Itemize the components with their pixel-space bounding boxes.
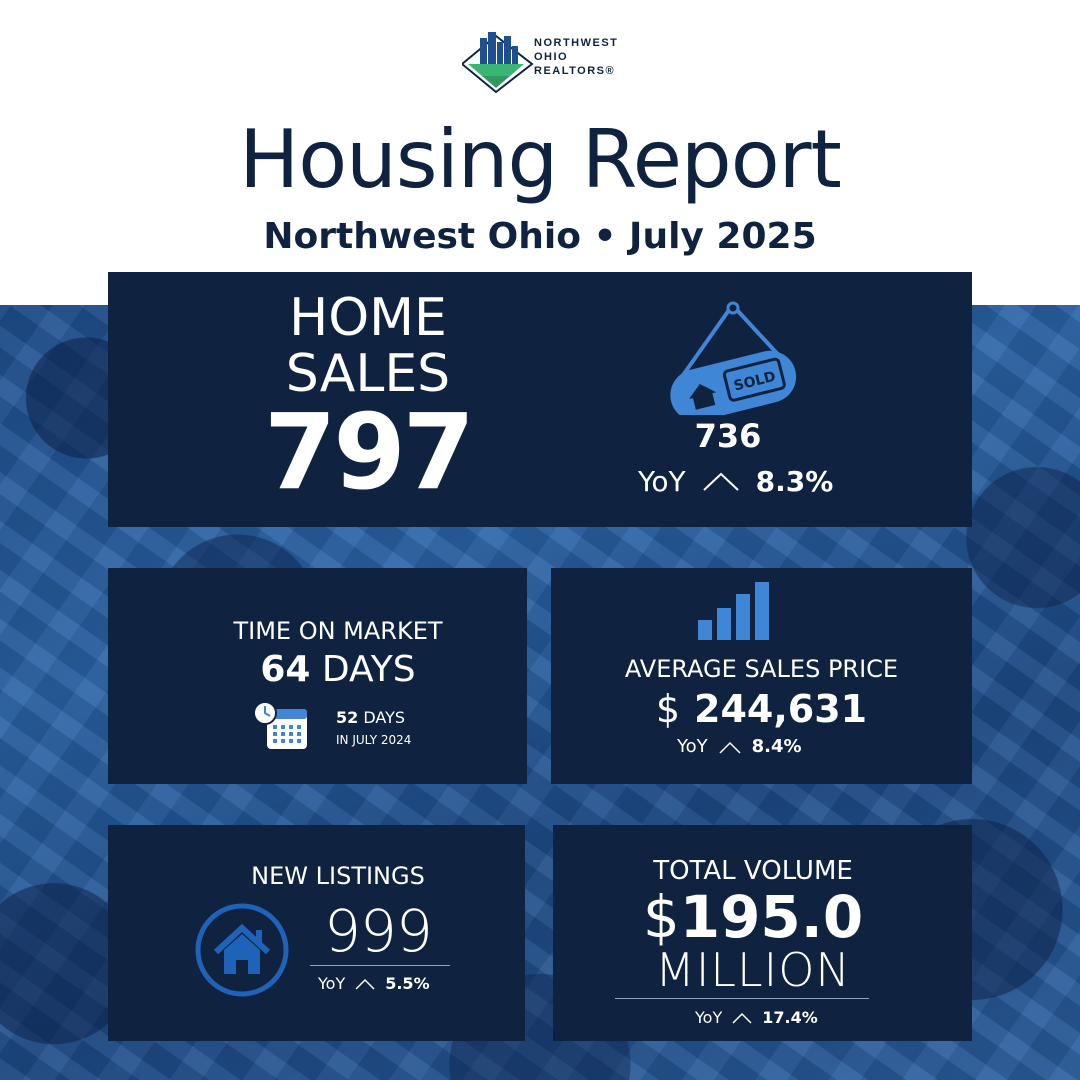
yoy-percent: 8.3% xyxy=(755,465,834,498)
yoy-label: YoY xyxy=(695,1008,723,1027)
home-sales-value: 797 xyxy=(263,391,475,513)
yoy-percent: 17.4% xyxy=(762,1008,818,1027)
chevron-up-icon xyxy=(732,1012,752,1024)
average-sales-price-value: $244,631 xyxy=(655,687,868,731)
sold-sign-icon: SOLD xyxy=(670,301,797,415)
home-sales-label: HOME SALES xyxy=(285,288,451,404)
average-sales-price-label: AVERAGE SALES PRICE xyxy=(624,655,899,683)
total-volume-unit: MILLION xyxy=(655,943,851,997)
divider xyxy=(310,965,450,966)
time-on-market-value: 64 DAYS xyxy=(260,649,416,690)
time-on-market-prior-note: IN JULY 2024 xyxy=(336,733,412,747)
time-on-market-card: TIME ON MARKET 64 DAYS 52 DAYS IN JULY 2… xyxy=(108,568,527,784)
chevron-up-icon xyxy=(702,472,739,491)
average-sales-price-yoy: YoY 8.4% xyxy=(677,735,802,759)
bar-chart-icon xyxy=(698,582,769,640)
yoy-percent: 5.5% xyxy=(385,974,430,993)
home-sales-card: HOME SALES 797 SOLD 736 YoY 8.3% xyxy=(108,272,972,527)
divider xyxy=(615,998,869,999)
yoy-label: YoY xyxy=(677,736,708,757)
logo-wordmark: NORTHWEST OHIO REALTORS® xyxy=(534,37,619,77)
yoy-label: YoY xyxy=(638,465,686,498)
home-sales-yoy: YoY 8.3% xyxy=(638,464,833,500)
page-title: Housing Report xyxy=(239,113,842,206)
chevron-up-icon xyxy=(719,741,741,754)
northwest-ohio-realtors-logo xyxy=(462,32,534,94)
time-on-market-prior: 52 DAYS xyxy=(336,708,406,727)
yoy-percent: 8.4% xyxy=(751,736,802,757)
chevron-up-icon xyxy=(355,978,375,990)
calendar-clock-icon xyxy=(253,701,307,749)
yoy-label: YoY xyxy=(318,974,346,993)
total-volume-label: TOTAL VOLUME xyxy=(653,856,853,886)
new-listings-card: NEW LISTINGS 999 YoY 5.5% xyxy=(108,825,525,1041)
total-volume-card: TOTAL VOLUME $195.0 MILLION YoY 17.4% xyxy=(553,825,972,1041)
time-on-market-label: TIME ON MARKET xyxy=(233,617,443,645)
average-sales-price-card: AVERAGE SALES PRICE $244,631 YoY 8.4% xyxy=(551,568,972,784)
new-listings-value: 999 xyxy=(324,897,433,965)
new-listings-label: NEW LISTINGS xyxy=(251,862,425,890)
total-volume-yoy: YoY 17.4% xyxy=(695,1007,818,1029)
page-subtitle: Northwest Ohio • July 2025 xyxy=(263,216,817,257)
house-icon xyxy=(195,903,289,997)
home-sales-prior-value: 736 xyxy=(694,417,762,455)
total-volume-value: $195.0 xyxy=(642,883,864,951)
new-listings-yoy: YoY 5.5% xyxy=(318,973,430,995)
